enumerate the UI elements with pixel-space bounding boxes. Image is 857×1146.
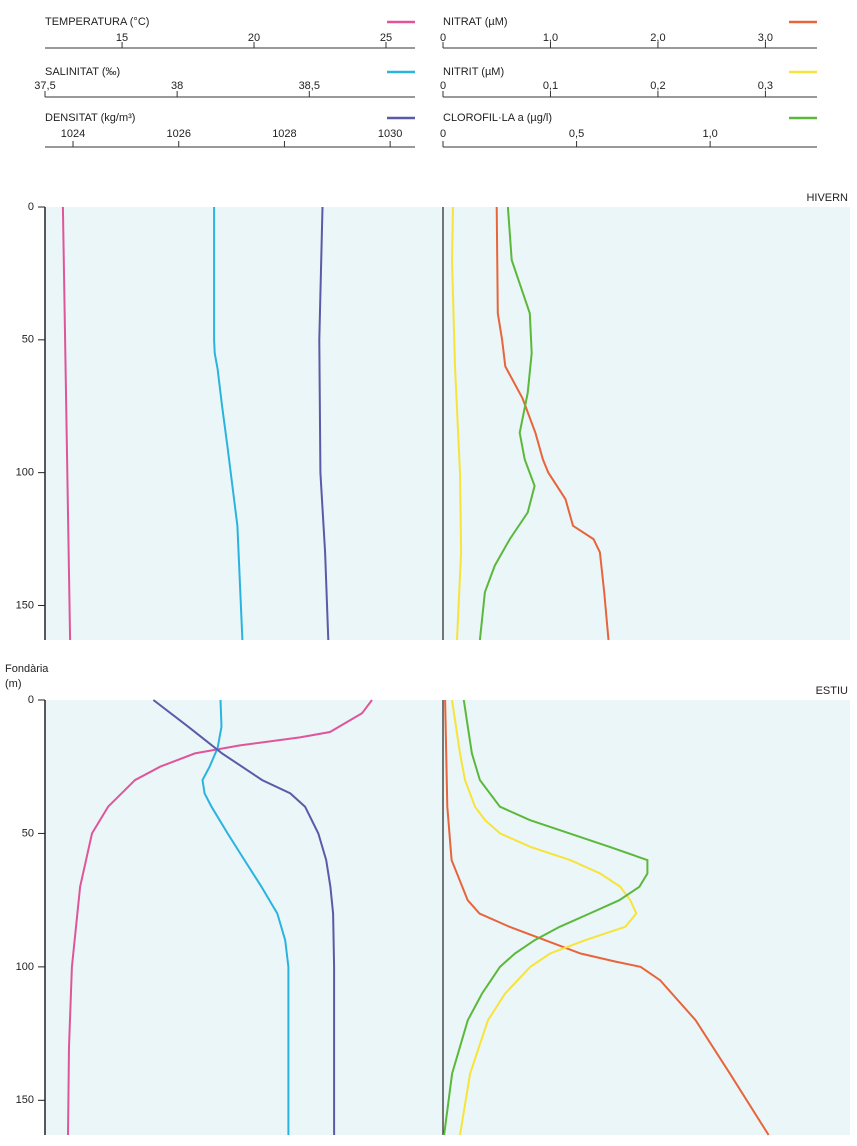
legend-label: NITRIT (µM) [443, 66, 504, 78]
series-line [450, 206, 463, 641]
series-line [152, 699, 336, 1135]
x-tick-label: 0 [440, 32, 446, 44]
series-line [318, 206, 330, 641]
x-tick-label: 20 [248, 32, 260, 44]
y-tick-label: 50 [22, 334, 34, 346]
series-line [443, 699, 649, 1136]
x-tick-label: 0,2 [650, 80, 665, 92]
x-tick-label: 3,0 [758, 32, 773, 44]
panel-background [45, 207, 850, 640]
x-tick-label: 0 [440, 80, 446, 92]
x-tick-label: 0 [440, 128, 446, 140]
series-line [478, 206, 536, 641]
x-tick-label: 0,5 [569, 128, 584, 140]
y-tick-label: 150 [16, 1094, 34, 1106]
legend-label: DENSITAT (kg/m³) [45, 112, 135, 124]
series-line [61, 206, 72, 641]
x-tick-label: 1,0 [543, 32, 558, 44]
series-line [67, 699, 373, 1136]
x-tick-label: 38 [171, 80, 183, 92]
y-tick-label: 150 [16, 599, 34, 611]
x-tick-label: 38,5 [299, 80, 320, 92]
x-tick-label: 15 [116, 32, 128, 44]
y-tick-label: 0 [28, 694, 34, 706]
x-tick-label: 1,0 [702, 128, 717, 140]
y-tick-label: 50 [22, 827, 34, 839]
panel-title: ESTIU [816, 685, 848, 697]
series-line [213, 207, 244, 641]
x-tick-label: 37,5 [34, 80, 55, 92]
series-line [495, 206, 610, 641]
panel-title: HIVERN [806, 192, 848, 204]
series-line [444, 699, 770, 1136]
y-tick-label: 0 [28, 201, 34, 213]
legend-label: SALINITAT (‰) [45, 66, 120, 78]
x-tick-label: 1024 [61, 128, 85, 140]
legend-label: NITRAT (µM) [443, 16, 508, 28]
legend-label: CLOROFIL·LA a (µg/l) [443, 112, 552, 124]
x-tick-label: 25 [380, 32, 392, 44]
x-tick-label: 0,1 [543, 80, 558, 92]
x-tick-label: 1028 [272, 128, 296, 140]
x-tick-label: 1026 [166, 128, 190, 140]
y-tick-label: 100 [16, 961, 34, 973]
x-tick-label: 2,0 [650, 32, 665, 44]
y-label: Fondària [5, 663, 49, 675]
x-tick-label: 1030 [378, 128, 402, 140]
legend-label: TEMPERATURA (°C) [45, 16, 149, 28]
y-unit: (m) [5, 678, 22, 690]
x-tick-label: 0,3 [758, 80, 773, 92]
series-line [451, 699, 638, 1136]
series-line [201, 699, 290, 1135]
y-tick-label: 100 [16, 467, 34, 479]
